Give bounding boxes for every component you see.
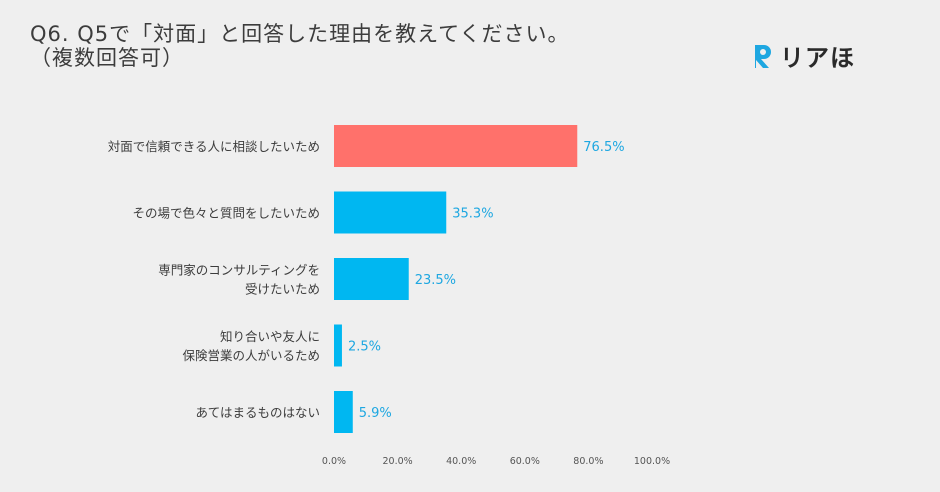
- bar-3: [334, 324, 342, 367]
- category-label-1: その場で色々と質問をしたいため: [132, 206, 320, 221]
- x-tick-label-0: 0.0%: [322, 456, 346, 467]
- brand-logo: リアほ: [752, 38, 855, 73]
- bar-4: [334, 391, 353, 433]
- value-label-0: 76.5%: [583, 140, 624, 155]
- x-tick-label-2: 40.0%: [446, 456, 476, 467]
- value-label-2: 23.5%: [415, 273, 456, 288]
- x-tick-label-5: 100.0%: [634, 456, 670, 467]
- category-label-3-line-0: 知り合いや友人に: [220, 329, 320, 344]
- value-label-4: 5.9%: [359, 406, 392, 421]
- bar-0: [334, 125, 578, 167]
- category-label-4: あてはまるものはない: [195, 405, 320, 420]
- x-tick-label-1: 20.0%: [383, 456, 413, 467]
- bar-2: [334, 258, 409, 300]
- brand-logo-text: リアほ: [780, 44, 855, 72]
- category-label-0: 対面で信頼できる人に相談したいため: [108, 139, 320, 154]
- bar-1: [334, 191, 447, 234]
- chart-title: Q6. Q5で「対面」と回答した理由を教えてください。 （複数回答可）: [30, 22, 570, 70]
- x-tick-label-4: 80.0%: [573, 456, 603, 467]
- value-label-1: 35.3%: [452, 207, 493, 222]
- category-label-2-line-0: 専門家のコンサルティングを: [158, 263, 320, 278]
- value-label-3: 2.5%: [348, 340, 381, 355]
- category-label-3-line-1: 保険営業の人がいるため: [182, 348, 320, 363]
- r-logo-icon: [752, 42, 774, 70]
- category-label-2-line-1: 受けたいため: [245, 282, 320, 297]
- x-tick-label-3: 60.0%: [510, 456, 540, 467]
